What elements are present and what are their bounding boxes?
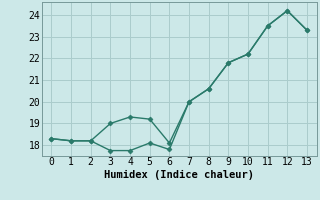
X-axis label: Humidex (Indice chaleur): Humidex (Indice chaleur) xyxy=(104,170,254,180)
